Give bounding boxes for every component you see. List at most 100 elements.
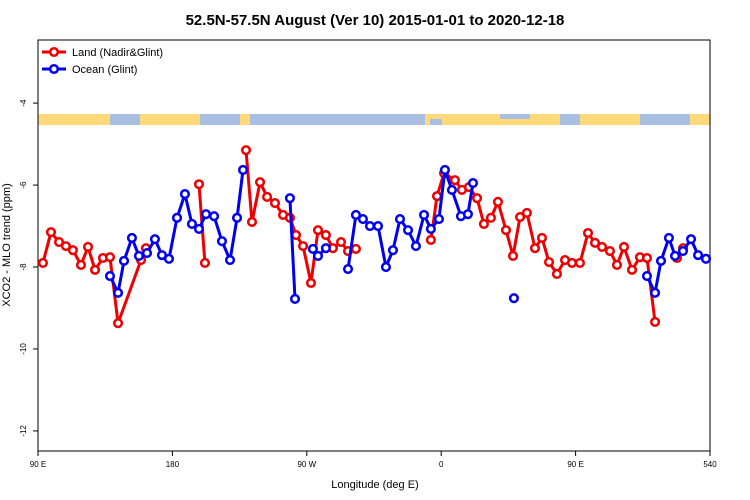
- point: [141, 248, 153, 259]
- point: [566, 257, 578, 268]
- point: [387, 245, 399, 256]
- series-line: [108, 169, 245, 295]
- point: [449, 175, 460, 186]
- point: [60, 241, 71, 252]
- point: [357, 214, 368, 225]
- point: [418, 209, 430, 221]
- point: [237, 164, 249, 175]
- series-line: [645, 236, 707, 295]
- point: [312, 250, 324, 261]
- point: [193, 179, 205, 190]
- point: [471, 193, 483, 204]
- point: [269, 198, 281, 209]
- point: [179, 189, 190, 200]
- point: [514, 211, 526, 223]
- point: [425, 223, 436, 234]
- point: [75, 259, 87, 271]
- point: [670, 250, 681, 261]
- point: [104, 270, 116, 282]
- point: [335, 236, 347, 248]
- point: [410, 241, 422, 252]
- point: [54, 236, 65, 248]
- point: [112, 287, 124, 298]
- point: [163, 253, 175, 264]
- point: [186, 218, 198, 230]
- point: [284, 193, 295, 204]
- point: [431, 191, 443, 202]
- point: [380, 261, 391, 273]
- map-strip: [38, 114, 710, 125]
- point: [492, 196, 503, 207]
- point: [289, 293, 301, 305]
- point: [677, 245, 689, 257]
- point: [446, 184, 458, 196]
- point: [305, 277, 317, 289]
- point: [193, 223, 205, 234]
- point: [611, 259, 623, 271]
- legend-label: Land (Nadir&Glint): [72, 47, 163, 59]
- y-tick-label: -6: [19, 181, 28, 189]
- x-tick-label: 90 W: [297, 460, 316, 469]
- point: [298, 241, 309, 252]
- point: [312, 225, 324, 236]
- point: [104, 252, 116, 263]
- chart-title: 52.5N-57.5N August (Ver 10) 2015-01-01 t…: [186, 12, 565, 29]
- y-tick-label: -12: [19, 425, 28, 437]
- point: [232, 212, 243, 223]
- point: [655, 255, 667, 266]
- point: [574, 257, 585, 268]
- point: [199, 257, 211, 268]
- point: [350, 209, 361, 221]
- point: [112, 318, 124, 329]
- point: [485, 212, 496, 223]
- point: [394, 214, 406, 225]
- point: [467, 177, 479, 189]
- point: [521, 207, 532, 218]
- point: [262, 191, 273, 202]
- point: [663, 232, 674, 243]
- point: [604, 245, 615, 257]
- point: [508, 293, 519, 304]
- point: [224, 254, 236, 266]
- point: [320, 230, 331, 241]
- point: [529, 243, 541, 254]
- legend-marker: [48, 63, 60, 75]
- point: [402, 225, 414, 236]
- point: [500, 225, 512, 236]
- point: [320, 243, 331, 254]
- point: [507, 250, 519, 261]
- point: [685, 234, 697, 245]
- point: [67, 245, 78, 256]
- x-tick-label: 90 E: [30, 460, 46, 469]
- series-line: [244, 150, 357, 285]
- x-tick-label: 180: [166, 460, 180, 469]
- point: [45, 227, 57, 238]
- series-line: [288, 198, 297, 300]
- x-tick-label: 90 E: [567, 460, 583, 469]
- y-tick-label: -8: [19, 263, 28, 271]
- point: [171, 212, 183, 223]
- point: [255, 177, 266, 188]
- point: [425, 234, 436, 246]
- y-tick-label: -4: [19, 99, 28, 107]
- point: [693, 250, 704, 261]
- y-tick-label: -10: [19, 343, 28, 355]
- point: [372, 220, 384, 232]
- plot-frame: [37, 39, 711, 452]
- x-tick-label: 0: [439, 460, 444, 469]
- legend-marker: [48, 46, 60, 58]
- point: [626, 264, 638, 275]
- point: [433, 214, 445, 225]
- x-axis-label: Longitude (deg E): [331, 479, 418, 491]
- point: [582, 227, 594, 239]
- point: [133, 250, 144, 261]
- point: [536, 232, 548, 243]
- legend-label: Ocean (Glint): [72, 64, 137, 76]
- point: [478, 218, 489, 230]
- point: [543, 257, 555, 268]
- x-tick-label: 540: [703, 460, 717, 469]
- y-axis-label: XCO2 - MLO trend (ppm): [1, 183, 13, 306]
- point: [82, 241, 94, 252]
- point: [350, 243, 361, 255]
